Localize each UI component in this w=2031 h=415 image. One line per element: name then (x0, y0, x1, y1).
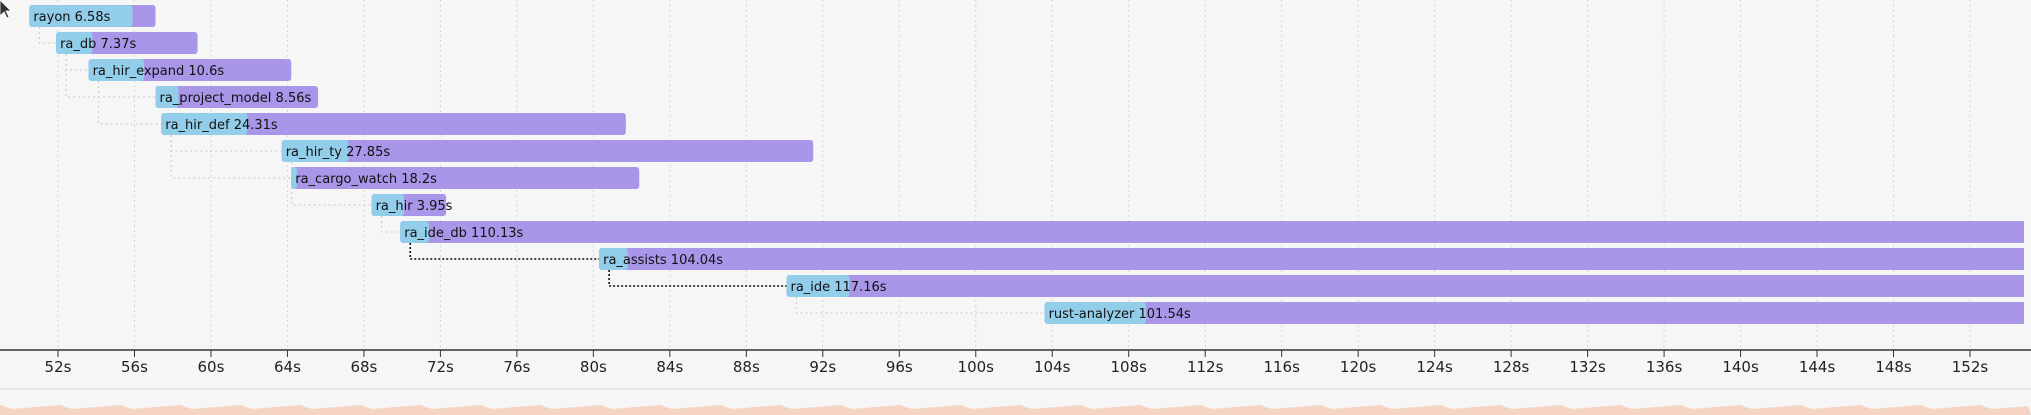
x-tick-label: 152s (1952, 358, 1989, 376)
task-label-rayon: rayon 6.58s (33, 10, 110, 25)
task-bar-ra_hir_ty (281, 140, 814, 162)
task-label-ra_ide: ra_ide 117.16s (790, 280, 886, 295)
task-wait-segment-ra_hir (371, 194, 405, 216)
x-tick-label: 64s (274, 358, 301, 376)
x-tick-label: 128s (1493, 358, 1530, 376)
critical-dependency-line (608, 270, 787, 287)
critical-dependency-line (409, 243, 600, 260)
x-tick-label: 120s (1340, 358, 1377, 376)
task-label-ra_assists: ra_assists 104.04s (603, 253, 723, 268)
x-tick-label: 60s (198, 358, 225, 376)
task-wait-segment-ra_assists (599, 248, 628, 270)
task-label-ra_hir: ra_hir 3.95s (376, 199, 453, 214)
task-label-ra_ide_db: ra_ide_db 110.13s (404, 226, 523, 241)
minimap-divider (0, 388, 2031, 390)
x-tick-label: 68s (350, 358, 377, 376)
dependency-line (291, 162, 372, 206)
x-tick-label: 108s (1110, 358, 1147, 376)
minimap-overview (0, 405, 2031, 415)
task-label-ra_db: ra_db 7.37s (60, 37, 136, 52)
x-tick-label: 72s (427, 358, 454, 376)
x-tick-label: 52s (45, 358, 72, 376)
x-tick-label: 96s (886, 358, 913, 376)
x-tick-label: 144s (1799, 358, 1836, 376)
x-tick-label: 104s (1034, 358, 1071, 376)
dependency-line (98, 81, 162, 125)
x-tick-label: 100s (958, 358, 995, 376)
task-wait-segment-rayon (29, 5, 133, 27)
task-label-ra_hir_expand: ra_hir_expand 10.6s (93, 64, 225, 79)
task-bar-ra_assists (599, 248, 2024, 270)
task-label-ra_project_model: ra_project_model 8.56s (160, 91, 312, 106)
task-wait-segment-ra_hir_ty (281, 140, 349, 162)
dependency-line (170, 135, 282, 152)
task-wait-segment-ra_ide (786, 275, 850, 297)
dependency-line (381, 216, 401, 233)
task-bar-rust-analyzer (1044, 302, 2024, 324)
task-bar-ra_hir_def (161, 113, 626, 135)
task-label-ra_hir_ty: ra_hir_ty 27.85s (286, 145, 391, 160)
x-tick-label: 88s (733, 358, 760, 376)
task-label-ra_cargo_watch: ra_cargo_watch 18.2s (295, 172, 437, 187)
dependency-line (65, 54, 89, 71)
dependency-line (38, 27, 57, 44)
task-bar-ra_ide_db (400, 221, 2024, 243)
task-wait-segment-ra_project_model (155, 86, 179, 108)
x-tick-label: 76s (503, 358, 530, 376)
task-bar-ra_ide (786, 275, 2024, 297)
x-tick-label: 132s (1569, 358, 1606, 376)
dependency-line (170, 135, 292, 179)
x-tick-label: 116s (1263, 358, 1300, 376)
task-wait-segment-ra_ide_db (400, 221, 429, 243)
task-wait-segment-ra_hir_expand (88, 59, 145, 81)
x-tick-label: 56s (121, 358, 148, 376)
x-tick-label: 84s (656, 358, 683, 376)
task-wait-segment-rust-analyzer (1044, 302, 1146, 324)
x-tick-label: 112s (1187, 358, 1224, 376)
x-tick-label: 136s (1646, 358, 1683, 376)
x-tick-label: 92s (809, 358, 836, 376)
mouse-cursor-icon (0, 0, 12, 18)
task-wait-segment-ra_hir_def (161, 113, 248, 135)
task-wait-segment-ra_cargo_watch (291, 167, 297, 189)
task-bar-ra_cargo_watch (291, 167, 640, 189)
task-wait-segment-ra_db (56, 32, 93, 54)
task-label-ra_hir_def: ra_hir_def 24.31s (165, 118, 278, 133)
task-label-rust-analyzer: rust-analyzer 101.54s (1049, 307, 1191, 322)
task-bar-ra_project_model (155, 86, 319, 108)
x-tick-label: 140s (1722, 358, 1759, 376)
x-tick-label: 80s (580, 358, 607, 376)
x-tick-label: 124s (1416, 358, 1453, 376)
dependency-line (795, 297, 1045, 314)
x-tick-label: 148s (1875, 358, 1912, 376)
